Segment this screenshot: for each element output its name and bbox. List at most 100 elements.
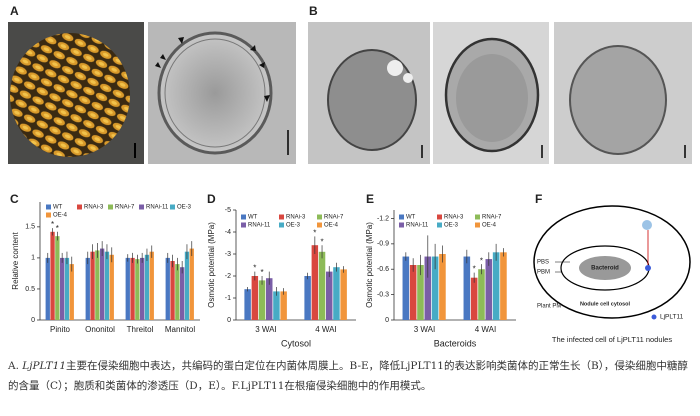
micrograph-cells [10,33,130,157]
bar [125,257,130,320]
micrograph-vesicle [403,73,413,83]
bar [478,269,485,320]
bar [189,248,194,320]
panel-label: B [309,4,318,18]
bar [280,291,287,320]
bar [104,251,110,320]
legend-swatch [279,214,284,220]
legend-label: WT [53,205,63,211]
legend-label: RNAi-3 [84,205,104,211]
transporter [645,265,651,271]
y-axis-title: Relative content [11,232,20,290]
x-tick-label: Mannitol [165,325,195,334]
significance-label: * [260,268,263,277]
bacteroid-label: Bacteroid [591,266,619,272]
plant-pm-label: Plant PM [537,304,561,310]
bar [273,291,280,320]
bar [165,257,170,320]
legend-label: OE-3 [177,205,192,211]
y-tick-label: -4 [225,229,231,236]
micrograph-vesicle [387,60,403,76]
bar [85,257,90,320]
legend-swatch [317,214,322,220]
x-tick-label: Ononitol [85,325,115,334]
y-tick-label: 0 [385,317,389,324]
legend-swatch [241,222,246,228]
x-axis-title: Cytosol [281,338,311,348]
bar [144,254,150,320]
legend-swatch [77,204,82,210]
panel-label: D [207,192,216,206]
significance-label: * [480,256,483,265]
legend-label: RNAi-7 [115,205,135,211]
bar [100,248,105,320]
y-axis-title: Osmotic potential (MPa) [365,222,374,308]
caption: A. LjPLT11主要在侵染细胞中表达，共编码的蛋白定位在内菌体周膜上。B-E… [7,359,688,372]
bar [184,251,190,320]
legend-label: RNAi-3 [444,215,464,221]
caption: 的含量（C）；胞质和类菌体的渗透压（D，E）。F.LjPLT11在根瘤侵染细胞中… [8,379,431,392]
bar [500,252,507,320]
significance-label: * [253,264,256,273]
legend-swatch [399,222,404,228]
bar [402,256,410,320]
bar [258,280,266,320]
bar [333,267,340,320]
significance-label: * [320,237,323,246]
caption-part: LjPLT11 [21,360,66,372]
bar [69,264,74,320]
bar [470,277,478,320]
legend-label: OE-3 [286,223,301,229]
bar [130,257,135,320]
bar [149,251,154,320]
y-tick-label: -0.3 [377,291,389,298]
caption-part: A. [7,360,22,372]
bar [140,257,145,320]
bar [340,269,347,320]
transporter [642,220,652,230]
micrograph-core [456,54,528,142]
y-tick-label: 1 [31,255,35,262]
legend-swatch [108,204,113,210]
y-tick-label: 0.5 [25,286,35,293]
micrograph-bacteroid [157,31,273,155]
y-axis-title: Osmotic potential (MPa) [207,222,216,308]
significance-label: * [313,229,316,238]
panel-label: A [10,4,19,18]
bar [244,289,251,320]
y-tick-label: 0 [31,317,35,324]
y-tick-label: -5 [225,207,231,214]
diagram-caption: The infected cell of LjPLT11 nodules [552,335,672,344]
cytosol-label: Nodule cell cytosol [580,301,631,307]
legend-label: WT [406,215,416,221]
legend-label: OE-4 [324,223,339,229]
micrograph-bacteroid [569,45,667,155]
bar [417,265,424,320]
pbm-label: PBM [537,270,550,276]
bar [90,251,95,320]
bar [409,265,417,320]
bar [95,250,100,320]
bar [45,257,50,320]
bar [109,254,114,320]
y-tick-label: -0.9 [377,241,389,248]
bar [64,257,70,320]
panel-label: F [535,192,542,206]
x-tick-label: 4 WAI [315,325,336,334]
bar [485,259,493,320]
significance-label: * [56,224,59,233]
legend-label: OE-4 [482,223,497,229]
bar [251,276,259,320]
y-tick-label: -1.2 [377,215,389,222]
legend-label: RNAi-3 [286,215,306,221]
bar [463,256,471,320]
pbs-label: PBS [537,260,549,266]
y-tick-label: 0 [227,317,231,324]
bar [50,231,55,320]
bar [439,254,446,320]
legend-label: RNAi-7 [482,215,502,221]
x-tick-label: Threitol [127,325,154,334]
y-tick-label: 1.5 [25,224,35,231]
legend-label: RNAi-11 [406,223,429,229]
y-tick-label: -3 [225,251,231,258]
